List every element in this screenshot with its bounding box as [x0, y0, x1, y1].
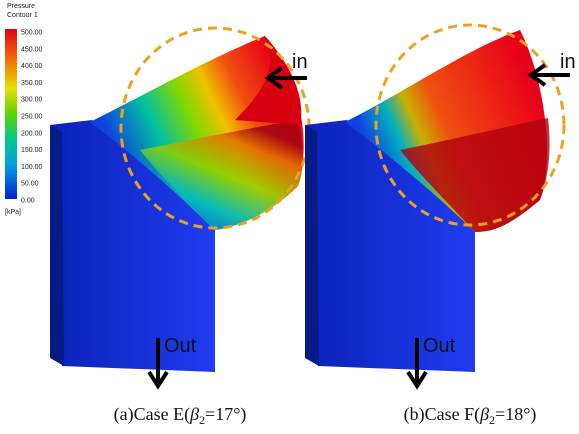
legend-tick-label: 400.00: [21, 63, 43, 70]
caption-symbol: β: [479, 404, 489, 424]
legend-tick-label: 350.00: [21, 80, 43, 87]
legend-tick-label: 150.00: [21, 147, 43, 154]
caption-suffix: =18°): [495, 404, 536, 425]
caption: (b)Case F(β2=18°): [404, 404, 537, 427]
legend-tick-label: 100.00: [21, 164, 43, 171]
legend-tick-label: 300.00: [21, 97, 43, 104]
caption: (a)Case E(β2=17°): [114, 404, 247, 427]
legend-ticks: 500.00 450.00 400.00 350.00 300.00 250.00 200.…: [21, 30, 43, 205]
legend-tick-label: 0.00: [21, 198, 35, 205]
caption-prefix: (b)Case F(: [404, 404, 480, 425]
legend-title: Pressure: [7, 3, 35, 10]
impeller-a: in Out: [50, 28, 309, 386]
caption-prefix: (a)Case E(: [114, 404, 190, 425]
caption-suffix: =17°): [205, 404, 246, 425]
caption-symbol: β: [189, 404, 199, 424]
legend-tick-label: 200.00: [21, 130, 43, 137]
legend-subtitle: Contour 1: [7, 12, 38, 19]
legend-unit: [kPa]: [5, 209, 21, 216]
legend-tick-label: 50.00: [21, 181, 39, 188]
page: Pressure Contour 1 500.00 450.00 400.00 350…: [0, 0, 579, 434]
outlet-label: Out: [423, 335, 456, 357]
legend-tick-label: 500.00: [21, 30, 43, 37]
legend-tick-label: 450.00: [21, 46, 43, 53]
outlet-label: Out: [164, 335, 197, 357]
inlet-label: in: [292, 51, 308, 73]
impeller-b: in Out: [305, 25, 576, 386]
legend-tick-label: 250.00: [21, 114, 43, 121]
color-bar: [5, 29, 17, 199]
blade-edge: [305, 125, 319, 366]
blade-edge: [50, 125, 64, 366]
inlet-label: in: [560, 51, 576, 73]
figure: Pressure Contour 1 500.00 450.00 400.00 350…: [0, 0, 579, 434]
